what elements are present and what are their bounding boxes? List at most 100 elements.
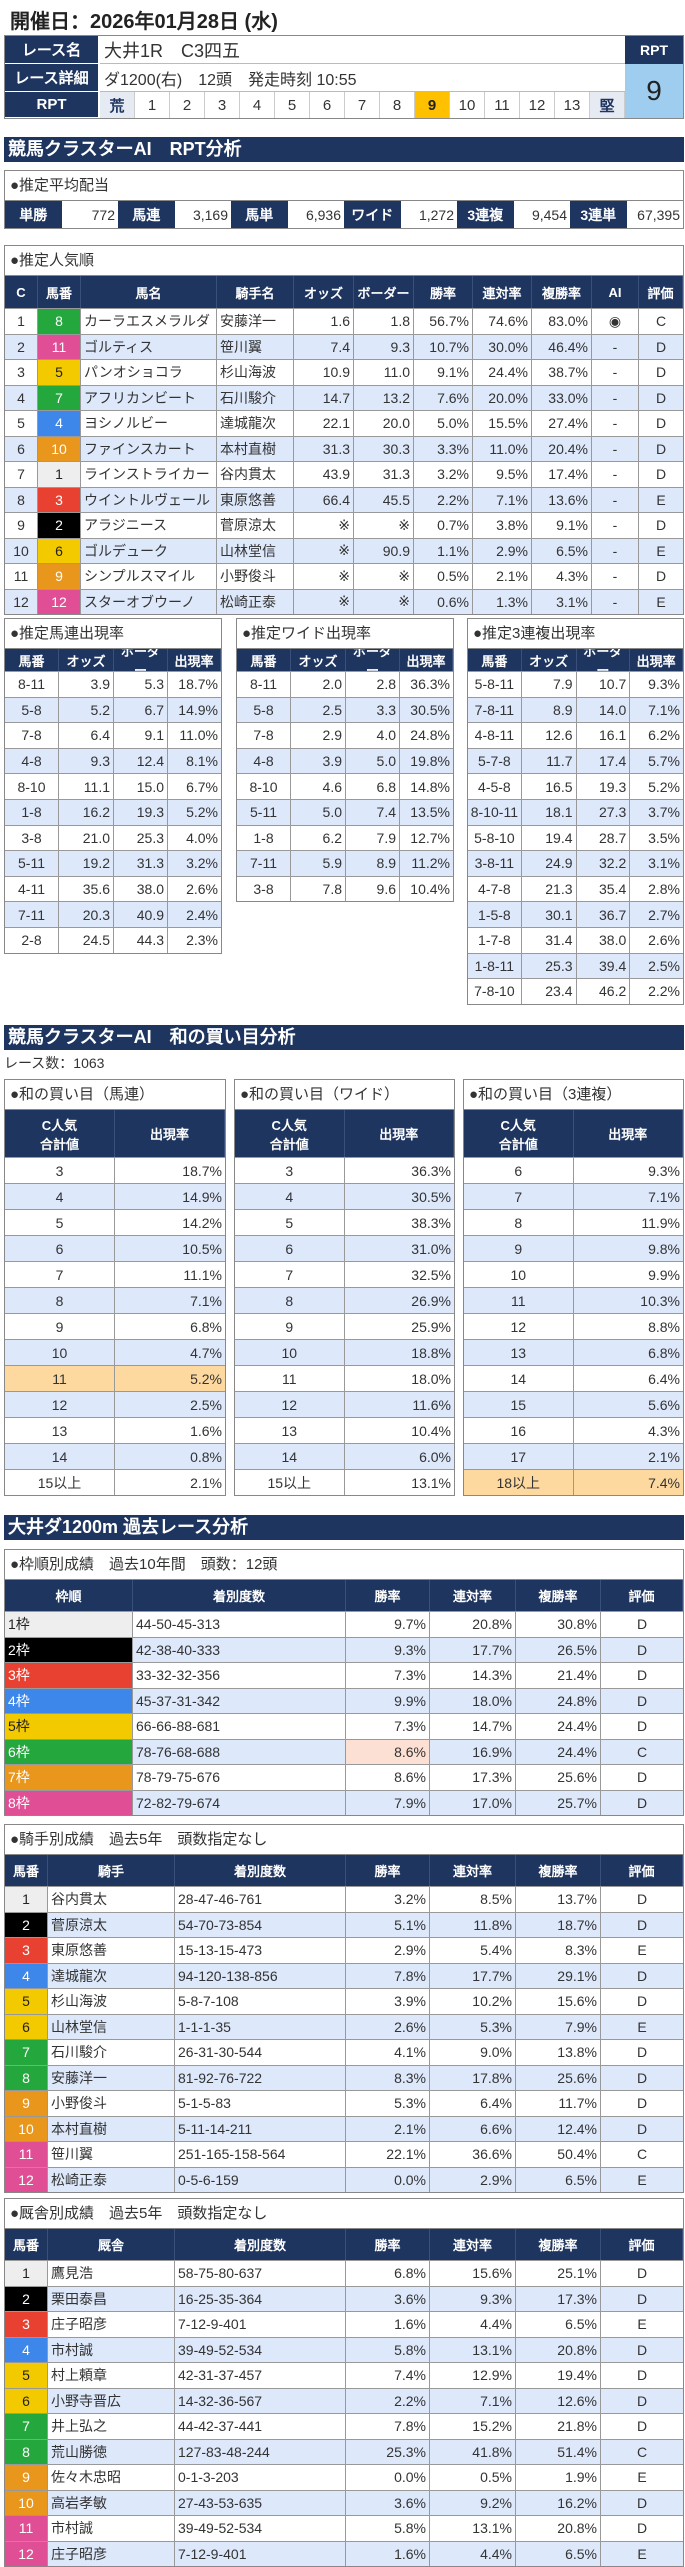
sum_umaren-cell: 11.1% <box>183 1266 222 1283</box>
popularity-cell: ファインスカート <box>81 436 217 461</box>
sanrenpuku-cell: 2.8% <box>648 881 680 898</box>
sanrenpuku-cell: 5-7-8 <box>468 748 522 774</box>
sum_sanrenpuku-cell: 4.3% <box>648 1422 680 1439</box>
popularity-cell: - <box>592 538 639 563</box>
umaren-row: 1-8 16.2 19.3 5.2% <box>5 799 221 826</box>
umaren-cell: 8-11 <box>5 672 59 697</box>
frame-number-cell: 5 <box>38 360 81 385</box>
jockey-cell: 26-31-30-544 <box>175 2040 346 2065</box>
sum_sanrenpuku-cell: 17 <box>464 1444 574 1469</box>
trainer-cell: 19.4% <box>516 2363 601 2388</box>
jockey-cell: 4.1% <box>346 2040 430 2065</box>
trainer-row: 8 荒山勝徳 127-83-48-244 25.3% 41.8% 51.4% C <box>5 2439 683 2465</box>
sum_umaren-cell: 14 <box>5 1444 115 1469</box>
popularity-title: ●推定人気順 <box>5 246 683 276</box>
umaren-cell: 1-8 <box>5 799 59 825</box>
umaren-cell: 11.1 <box>59 774 114 799</box>
sanrenpuku-row: 5-8-11 7.9 10.7 9.3% <box>468 672 683 698</box>
jockey-row: 9 小野俊斗 5-1-5-83 5.3% 6.4% 11.7% D <box>5 2091 683 2117</box>
trainer-cell: D <box>636 2265 648 2282</box>
waku-cell: 33-32-32-356 <box>133 1663 346 1688</box>
jockey-cell: 達城龍次 <box>48 1963 175 1988</box>
trainer-cell: 127-83-48-244 <box>175 2439 346 2464</box>
jockey-column-header: 評価 <box>601 1855 683 1886</box>
sum-sanrenpuku-table: ●和の買い目（3連複） C人気 合計値 出現率 6 9.3% 7 7.1% 8 11.9% 9 9.… <box>463 1079 684 1496</box>
wide-row: 5-8 2.5 3.3 30.5% <box>237 697 453 724</box>
sanrenpuku-row: 7-8-11 8.9 14.0 7.1% <box>468 697 683 724</box>
section-sum-analysis: 競馬クラスターAI 和の買い目分析 <box>4 1025 684 1050</box>
jockey-cell: 17.7% <box>430 1963 516 1988</box>
sanrenpuku-cell: 7.1% <box>648 701 680 718</box>
trainer-cell: 20.8% <box>516 2516 601 2541</box>
jockey-cell: 15.6% <box>516 1989 601 2014</box>
waku-cell: 20.8% <box>430 1612 516 1637</box>
popularity-cell: D <box>655 364 667 381</box>
sum_wide-cell: 12 <box>235 1392 345 1417</box>
frame-number-cell: 6 <box>38 538 81 563</box>
sanrenpuku-cell: 36.7 <box>577 902 631 927</box>
sum_umaren-row: 9 6.8% <box>5 1314 225 1340</box>
sum_umaren-row: 4 14.9% <box>5 1184 225 1210</box>
sum_wide-cell: 4 <box>235 1184 345 1209</box>
trainer-column-header: 連対率 <box>430 2229 516 2260</box>
popularity-cell: 7.1% <box>473 487 532 512</box>
wide-row: 7-11 5.9 8.9 11.2% <box>237 851 453 877</box>
sanrenpuku-cell: 4-8-11 <box>468 723 522 748</box>
wide-cell: 11.2% <box>411 855 450 872</box>
payout-value: 6,936 <box>305 206 341 223</box>
wide-cell: 14.8% <box>410 778 450 795</box>
trainer-cell: 9.2% <box>430 2490 516 2515</box>
popularity-column-header: AI <box>592 276 639 308</box>
jockey-cell: 石川駿介 <box>48 2040 175 2065</box>
jockey-cell: 5.1% <box>346 1912 430 1937</box>
umaren-row: 3-8 21.0 25.3 4.0% <box>5 825 221 852</box>
sum_wide-cell: 10 <box>235 1340 345 1365</box>
sum_umaren-cell: 0.8% <box>190 1448 222 1465</box>
waku-cell: D <box>636 1667 648 1684</box>
waku-cell: 78-76-68-688 <box>133 1739 346 1764</box>
sum_umaren-header: C人気 合計値 出現率 <box>5 1110 225 1158</box>
popularity-cell: E <box>656 593 666 610</box>
popularity-cell: 2.9% <box>473 538 532 563</box>
sum_sanrenpuku-cell: 9.3% <box>648 1162 680 1179</box>
waku-column-header: 勝率 <box>346 1580 430 1611</box>
jockey-title: ●騎手別成績 過去5年 頭数指定なし <box>5 1825 683 1855</box>
trainer-cell: 7-12-9-401 <box>175 2312 346 2337</box>
popularity-cell: 3.8% <box>473 513 532 538</box>
jockey-cell: 9.0% <box>430 2040 516 2065</box>
waku-cell: 25.7% <box>516 1790 601 1815</box>
sum_umaren-cell: 7.1% <box>190 1292 222 1309</box>
trainer-column-header: 複勝率 <box>516 2229 601 2260</box>
jockey-cell: 8.5% <box>430 1887 516 1912</box>
trainer-row: 6 小野寺晋広 14-32-36-567 2.2% 7.1% 12.6% D <box>5 2388 683 2414</box>
wide-cell: 13.5% <box>410 804 450 821</box>
wide-column-header: オッズ <box>291 649 346 671</box>
jockey-cell: 81-92-76-722 <box>175 2065 346 2090</box>
jockey-cell: 山林堂信 <box>48 2014 175 2039</box>
wide-cell: 30.5% <box>410 701 450 718</box>
umaren-cell: 19.3 <box>114 799 168 825</box>
umaren-cell: 14.9% <box>178 701 218 718</box>
popularity-cell: 31.3 <box>354 462 414 487</box>
sum_umaren-cell: 7 <box>5 1262 115 1287</box>
waku-cell: 24.4% <box>516 1714 601 1739</box>
frame-number-cell: 11 <box>5 2516 48 2541</box>
sanrenpuku-title: ●推定3連複出現率 <box>468 619 683 649</box>
payout-value: 772 <box>91 206 115 223</box>
rpt-value: 9 <box>625 64 683 118</box>
popularity-row: 5 4 ヨシノルビー 達城龍次 22.1 20.0 5.0% 15.5% 27.4% - D <box>5 411 683 437</box>
trainer-cell: 市村誠 <box>48 2516 175 2541</box>
jockey-cell: 0-5-6-159 <box>175 2167 346 2192</box>
jockey-cell: 13.8% <box>516 2040 601 2065</box>
frame-number-cell: 2 <box>5 1912 48 1937</box>
sum_sanrenpuku-cell: 11.9% <box>641 1214 680 1231</box>
popularity-cell: ヨシノルビー <box>81 411 217 436</box>
popularity-cell: 20.0% <box>473 385 532 410</box>
umaren-cell: 2.3% <box>186 932 218 949</box>
trainer-cell: E <box>637 2545 647 2562</box>
sum_wide-cell: 7 <box>235 1262 345 1287</box>
trainer-row: 7 井上弘之 44-42-37-441 7.8% 15.2% 21.8% D <box>5 2414 683 2440</box>
popularity-cell: 9.1% <box>532 513 592 538</box>
popularity-row: 2 11 ゴルティス 笹川翼 7.4 9.3 10.7% 30.0% 46.4% - D <box>5 334 683 360</box>
trainer-cell: 6.5% <box>516 2541 601 2566</box>
